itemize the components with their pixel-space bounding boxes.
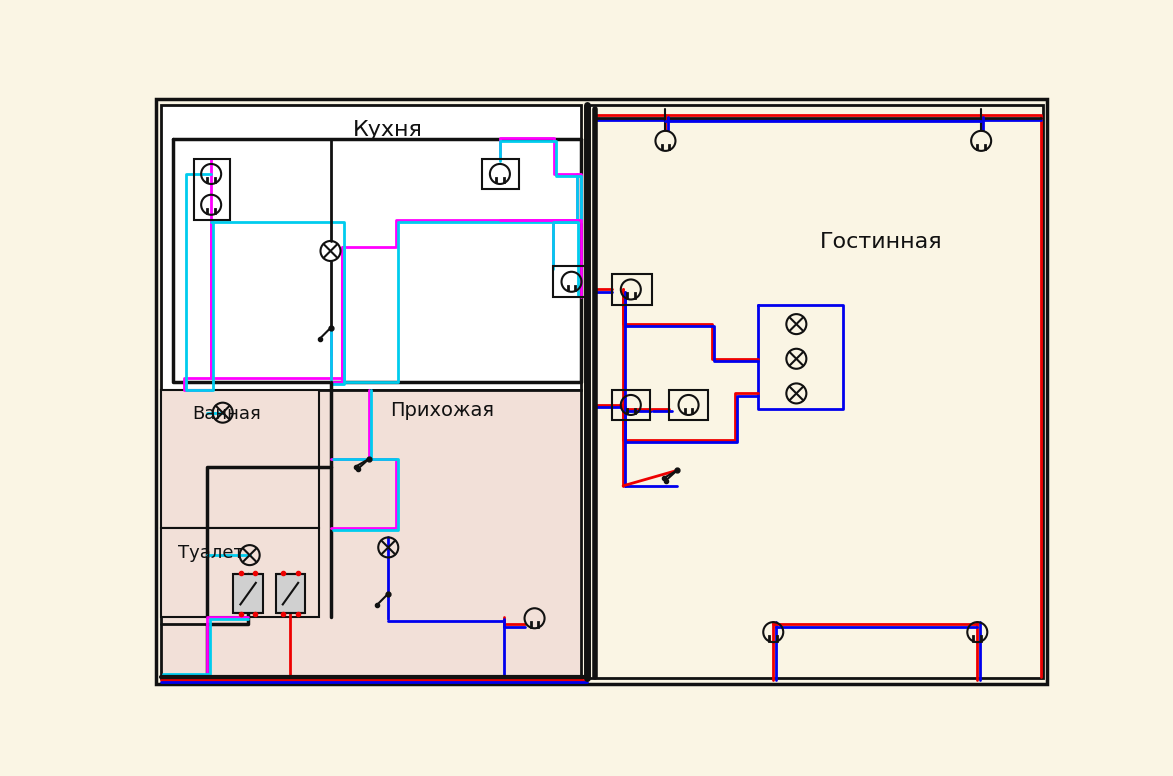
Text: Ванная: Ванная	[192, 405, 260, 423]
Text: Прихожая: Прихожая	[391, 401, 494, 420]
Bar	[611, 274, 651, 305]
Bar	[276, 574, 305, 613]
Bar	[552, 266, 586, 297]
Bar	[482, 158, 520, 189]
Bar	[161, 390, 319, 528]
Text: Туалет: Туалет	[178, 543, 244, 562]
Bar	[586, 105, 1043, 678]
Bar	[670, 390, 707, 421]
Bar	[611, 390, 650, 421]
Bar	[161, 105, 581, 390]
Bar	[233, 574, 263, 613]
Text: Гостинная: Гостинная	[820, 232, 942, 251]
Text: Кухня: Кухня	[353, 120, 423, 140]
Bar	[195, 158, 230, 220]
Bar	[161, 528, 319, 617]
Bar	[161, 390, 581, 678]
